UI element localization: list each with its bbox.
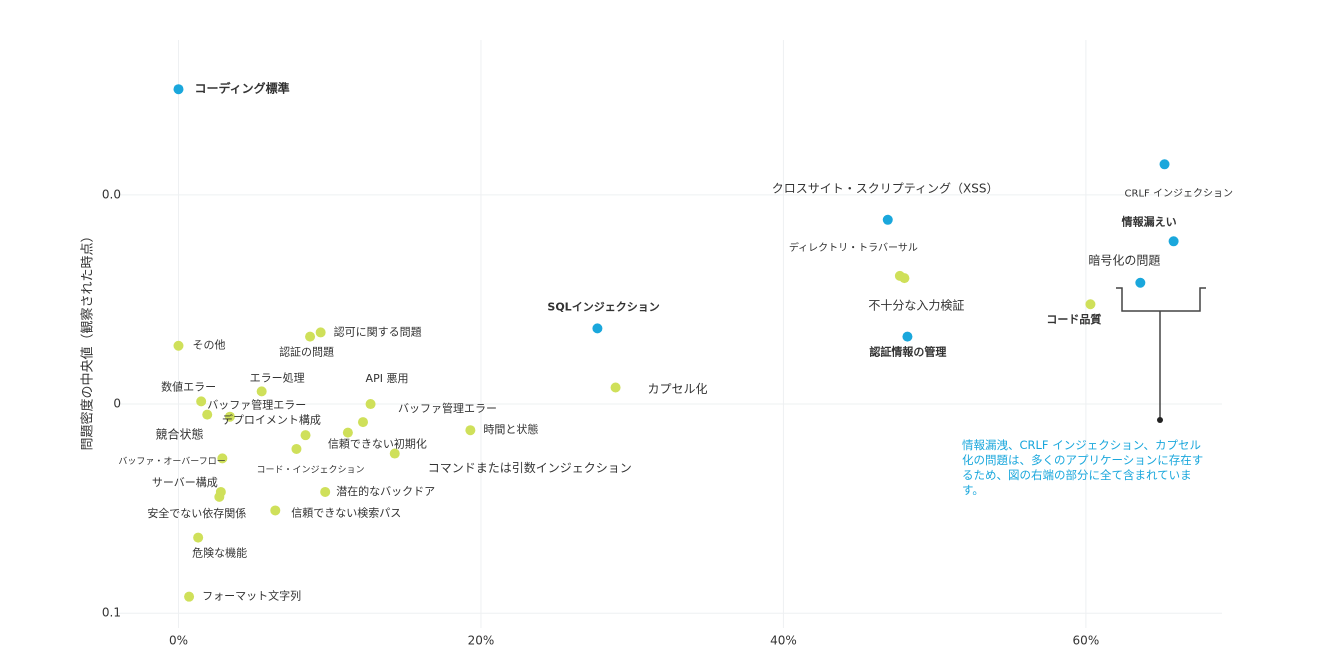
- point: [196, 396, 207, 407]
- bracket: [1116, 287, 1206, 420]
- point: [357, 417, 368, 428]
- point: [1159, 159, 1170, 170]
- point: [217, 453, 228, 464]
- x-tick-label: 40%: [770, 634, 797, 648]
- point: [365, 399, 376, 410]
- point: [173, 84, 184, 95]
- point-label: CRLF インジェクション: [1125, 187, 1233, 199]
- point-label: 時間と状態: [483, 422, 538, 436]
- point-label: コーディング標準: [194, 81, 289, 96]
- point-label: バッファ管理エラー: [398, 401, 497, 415]
- point-label: コード品質: [1046, 312, 1101, 326]
- point-label: バッファ管理エラー: [207, 398, 306, 412]
- point-label: 暗号化の問題: [1088, 252, 1160, 267]
- point-label: フォーマット文字列: [202, 589, 301, 603]
- y-tick-label: 0.0: [102, 187, 121, 201]
- point-label: コード・インジェクション: [256, 464, 364, 475]
- point-label: 認証情報の管理: [869, 345, 946, 359]
- point-label: ディレクトリ・トラバーサル: [789, 241, 918, 254]
- point: [315, 327, 326, 338]
- point: [291, 443, 302, 454]
- point: [305, 331, 316, 342]
- point-label: 競合状態: [156, 427, 204, 442]
- point-label: クロスサイト・スクリプティング（XSS）: [772, 181, 999, 195]
- point: [214, 491, 225, 502]
- x-tick-label: 20%: [468, 634, 495, 648]
- annotation: 情報漏洩、CRLF インジェクション、カプセル化の問題は、多くのアプリケーション…: [962, 438, 1204, 497]
- grid: [118, 40, 1222, 628]
- point-label: その他: [192, 339, 225, 352]
- x-tick-label: 0%: [169, 634, 188, 648]
- point-label: SQLインジェクション: [547, 300, 659, 313]
- point: [1085, 299, 1096, 310]
- point-label: 認証の問題: [279, 345, 334, 359]
- point: [899, 273, 910, 284]
- point-label: 認可に関する問題: [334, 324, 422, 338]
- point: [270, 505, 281, 516]
- bracket-dot: [1157, 417, 1163, 423]
- point-label: 数値エラー: [161, 380, 216, 393]
- point: [300, 430, 311, 441]
- y-axis-label: 問題密度の中央値（観察された時点）: [80, 229, 96, 450]
- y-tick-label: 0.1: [102, 606, 121, 620]
- point-label: 情報漏えい: [1122, 214, 1177, 228]
- point: [1135, 277, 1146, 288]
- point: [592, 323, 603, 334]
- point: [320, 486, 331, 497]
- point: [173, 340, 184, 351]
- point: [1168, 236, 1179, 247]
- point: [882, 214, 893, 225]
- point: [202, 409, 213, 420]
- point-label: カプセル化: [648, 382, 708, 396]
- point: [465, 425, 476, 436]
- point-label: API 悪用: [366, 372, 409, 385]
- point-label: デプロイメント構成: [222, 413, 321, 427]
- point: [256, 386, 267, 397]
- point: [902, 331, 913, 342]
- point: [193, 532, 204, 543]
- y-tick-label: 0: [113, 397, 121, 411]
- point-label: 潜在的なバックドア: [336, 484, 435, 498]
- point-label: サーバー構成: [152, 476, 218, 489]
- x-tick-label: 60%: [1073, 634, 1100, 648]
- point: [389, 448, 400, 459]
- point-label: 信頼できない検索パス: [291, 505, 401, 519]
- point-label: 危険な機能: [192, 546, 247, 560]
- point-label: エラー処理: [250, 371, 305, 384]
- point-label: 信頼できない初期化: [328, 437, 427, 451]
- point-label: コマンドまたは引数インジェクション: [428, 460, 632, 475]
- point-label: 安全でない依存関係: [147, 506, 246, 520]
- point: [342, 427, 353, 438]
- point: [224, 411, 235, 422]
- point: [610, 382, 621, 393]
- point-label: 不十分な入力検証: [868, 299, 964, 313]
- point-label: バッファ・オーバーフロー: [118, 456, 225, 467]
- point: [184, 591, 195, 602]
